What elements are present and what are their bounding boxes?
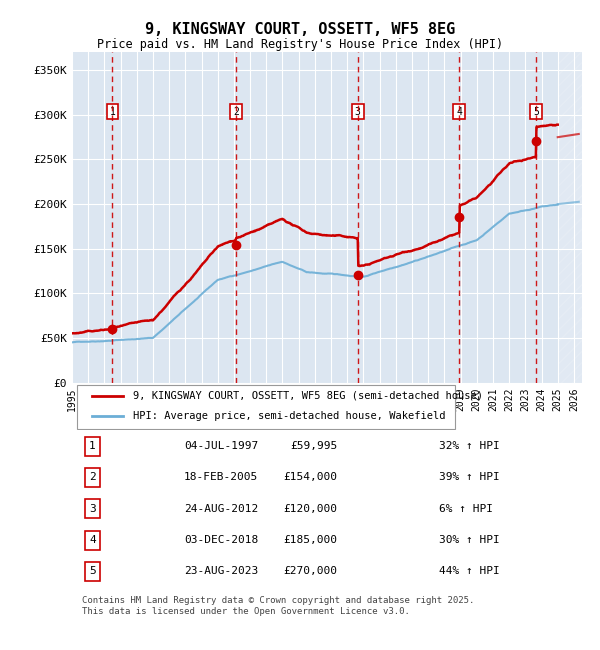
Text: 3: 3 (355, 107, 361, 116)
Text: 5: 5 (89, 566, 96, 577)
Text: £154,000: £154,000 (283, 473, 337, 482)
Text: 2: 2 (233, 107, 239, 116)
FancyBboxPatch shape (77, 385, 455, 428)
Text: 18-FEB-2005: 18-FEB-2005 (184, 473, 259, 482)
Text: £185,000: £185,000 (283, 535, 337, 545)
Text: 04-JUL-1997: 04-JUL-1997 (184, 441, 259, 451)
Text: 23-AUG-2023: 23-AUG-2023 (184, 566, 259, 577)
Text: 32% ↑ HPI: 32% ↑ HPI (439, 441, 500, 451)
Text: 1: 1 (110, 107, 115, 116)
Text: 1: 1 (89, 441, 96, 451)
Text: £270,000: £270,000 (283, 566, 337, 577)
Text: Contains HM Land Registry data © Crown copyright and database right 2025.
This d: Contains HM Land Registry data © Crown c… (82, 596, 475, 616)
Text: Price paid vs. HM Land Registry's House Price Index (HPI): Price paid vs. HM Land Registry's House … (97, 38, 503, 51)
Text: 30% ↑ HPI: 30% ↑ HPI (439, 535, 500, 545)
Text: 24-AUG-2012: 24-AUG-2012 (184, 504, 259, 514)
Text: HPI: Average price, semi-detached house, Wakefield: HPI: Average price, semi-detached house,… (133, 411, 446, 421)
Text: 4: 4 (457, 107, 462, 116)
Text: 39% ↑ HPI: 39% ↑ HPI (439, 473, 500, 482)
Text: £59,995: £59,995 (290, 441, 337, 451)
Bar (558, 52, 582, 383)
Text: 5: 5 (533, 107, 539, 116)
Text: 03-DEC-2018: 03-DEC-2018 (184, 535, 259, 545)
Text: £120,000: £120,000 (283, 504, 337, 514)
Bar (558, 52, 582, 383)
Text: 2: 2 (89, 473, 96, 482)
Text: 44% ↑ HPI: 44% ↑ HPI (439, 566, 500, 577)
Text: 6% ↑ HPI: 6% ↑ HPI (439, 504, 493, 514)
Text: 3: 3 (89, 504, 96, 514)
Text: 9, KINGSWAY COURT, OSSETT, WF5 8EG (semi-detached house): 9, KINGSWAY COURT, OSSETT, WF5 8EG (semi… (133, 391, 483, 401)
Text: 9, KINGSWAY COURT, OSSETT, WF5 8EG: 9, KINGSWAY COURT, OSSETT, WF5 8EG (145, 21, 455, 37)
Text: 4: 4 (89, 535, 96, 545)
